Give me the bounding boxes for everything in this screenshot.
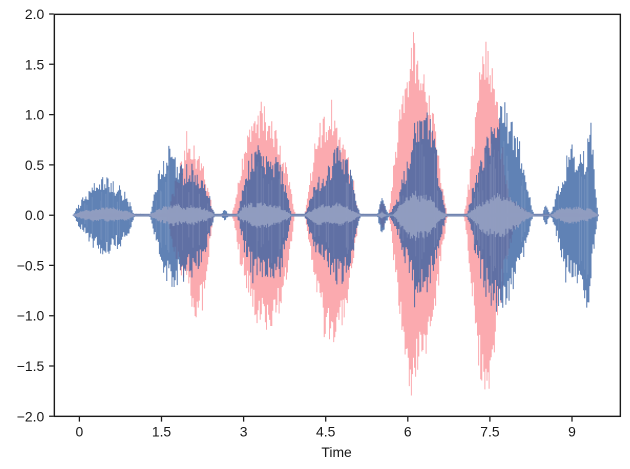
svg-text:1.5: 1.5 [152,424,172,440]
svg-text:3: 3 [240,424,248,440]
svg-text:0.5: 0.5 [25,157,45,173]
svg-text:Time: Time [321,444,352,460]
svg-text:−2.0: −2.0 [17,408,45,424]
svg-text:0: 0 [76,424,84,440]
svg-text:1.0: 1.0 [25,107,45,123]
svg-text:−0.5: −0.5 [17,257,45,273]
svg-text:4.5: 4.5 [316,424,336,440]
svg-text:−1.5: −1.5 [17,358,45,374]
svg-text:0.0: 0.0 [25,207,45,223]
svg-text:−1.0: −1.0 [17,308,45,324]
svg-text:9: 9 [568,424,576,440]
svg-text:7.5: 7.5 [480,424,500,440]
svg-text:6: 6 [404,424,412,440]
svg-text:1.5: 1.5 [25,56,45,72]
svg-text:2.0: 2.0 [25,6,45,22]
